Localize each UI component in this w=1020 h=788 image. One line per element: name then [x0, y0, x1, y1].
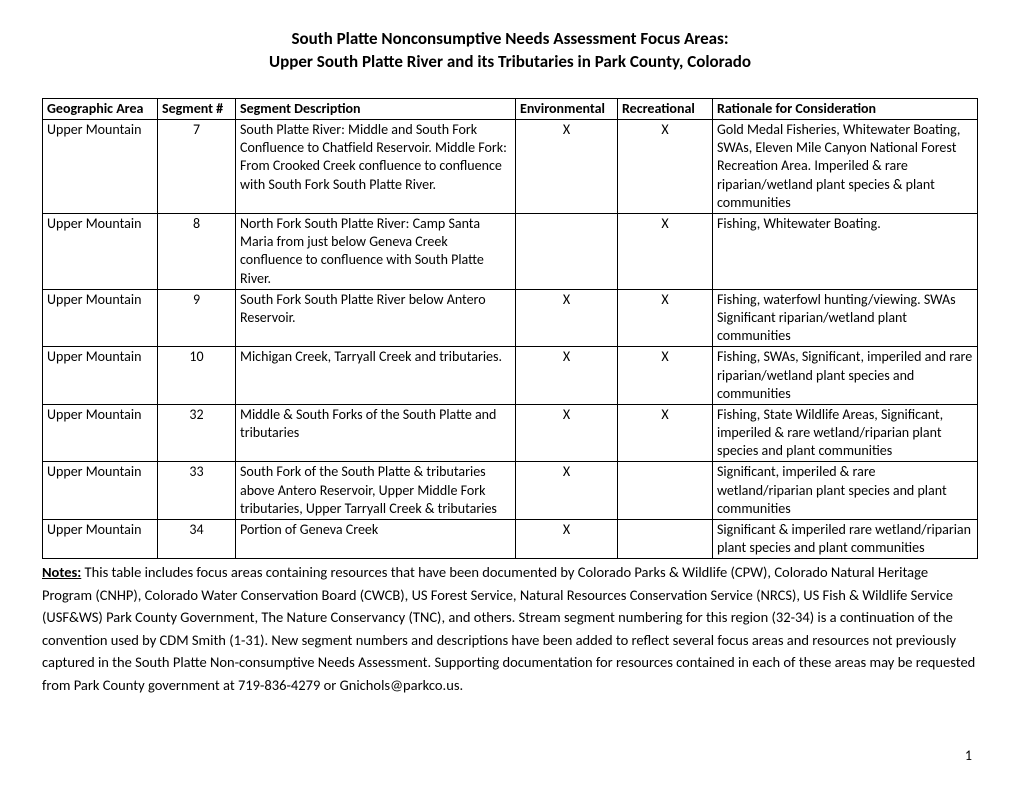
cell-segment: 8 [158, 214, 236, 290]
col-header: Recreational [618, 98, 713, 119]
cell-environmental: X [516, 120, 618, 214]
cell-environmental [516, 214, 618, 290]
cell-area: Upper Mountain [43, 404, 158, 462]
table-header-row: Geographic Area Segment # Segment Descri… [43, 98, 978, 119]
cell-rationale: Gold Medal Fisheries, Whitewater Boating… [713, 120, 978, 214]
cell-recreational: X [618, 347, 713, 405]
cell-rationale: Significant, imperiled & rare wetland/ri… [713, 462, 978, 520]
cell-description: Portion of Geneva Creek [236, 520, 516, 559]
cell-description: North Fork South Platte River: Camp Sant… [236, 214, 516, 290]
cell-description: South Fork South Platte River below Ante… [236, 289, 516, 347]
cell-area: Upper Mountain [43, 462, 158, 520]
col-header: Geographic Area [43, 98, 158, 119]
cell-environmental: X [516, 520, 618, 559]
cell-environmental: X [516, 347, 618, 405]
table-row: Upper Mountain34Portion of Geneva CreekX… [43, 520, 978, 559]
cell-recreational: X [618, 214, 713, 290]
table-row: Upper Mountain33South Fork of the South … [43, 462, 978, 520]
col-header: Environmental [516, 98, 618, 119]
cell-recreational: X [618, 404, 713, 462]
cell-recreational [618, 462, 713, 520]
cell-segment: 33 [158, 462, 236, 520]
cell-area: Upper Mountain [43, 214, 158, 290]
cell-recreational: X [618, 289, 713, 347]
cell-description: Michigan Creek, Tarryall Creek and tribu… [236, 347, 516, 405]
title-line-1: South Platte Nonconsumptive Needs Assess… [42, 28, 978, 51]
notes-paragraph: Notes: This table includes focus areas c… [42, 561, 978, 696]
cell-description: South Fork of the South Platte & tributa… [236, 462, 516, 520]
cell-area: Upper Mountain [43, 347, 158, 405]
notes-label: Notes: [42, 563, 81, 581]
notes-body: This table includes focus areas containi… [42, 563, 975, 693]
title-line-2: Upper South Platte River and its Tributa… [42, 51, 978, 74]
cell-area: Upper Mountain [43, 120, 158, 214]
page-number: 1 [965, 747, 972, 765]
cell-segment: 7 [158, 120, 236, 214]
table-row: Upper Mountain8North Fork South Platte R… [43, 214, 978, 290]
table-row: Upper Mountain32Middle & South Forks of … [43, 404, 978, 462]
cell-recreational: X [618, 120, 713, 214]
col-header: Rationale for Consideration [713, 98, 978, 119]
cell-area: Upper Mountain [43, 289, 158, 347]
table-row: Upper Mountain9South Fork South Platte R… [43, 289, 978, 347]
cell-environmental: X [516, 289, 618, 347]
col-header: Segment # [158, 98, 236, 119]
cell-rationale: Fishing, waterfowl hunting/viewing. SWAs… [713, 289, 978, 347]
cell-description: South Platte River: Middle and South For… [236, 120, 516, 214]
cell-area: Upper Mountain [43, 520, 158, 559]
focus-areas-table: Geographic Area Segment # Segment Descri… [42, 98, 978, 560]
table-row: Upper Mountain10Michigan Creek, Tarryall… [43, 347, 978, 405]
cell-rationale: Significant & imperiled rare wetland/rip… [713, 520, 978, 559]
cell-rationale: Fishing, SWAs, Significant, imperiled an… [713, 347, 978, 405]
cell-rationale: Fishing, Whitewater Boating. [713, 214, 978, 290]
col-header: Segment Description [236, 98, 516, 119]
cell-environmental: X [516, 404, 618, 462]
cell-segment: 10 [158, 347, 236, 405]
cell-segment: 34 [158, 520, 236, 559]
cell-recreational [618, 520, 713, 559]
title-block: South Platte Nonconsumptive Needs Assess… [42, 28, 978, 74]
cell-segment: 32 [158, 404, 236, 462]
cell-description: Middle & South Forks of the South Platte… [236, 404, 516, 462]
table-row: Upper Mountain7South Platte River: Middl… [43, 120, 978, 214]
cell-rationale: Fishing, State Wildlife Areas, Significa… [713, 404, 978, 462]
cell-segment: 9 [158, 289, 236, 347]
cell-environmental: X [516, 462, 618, 520]
